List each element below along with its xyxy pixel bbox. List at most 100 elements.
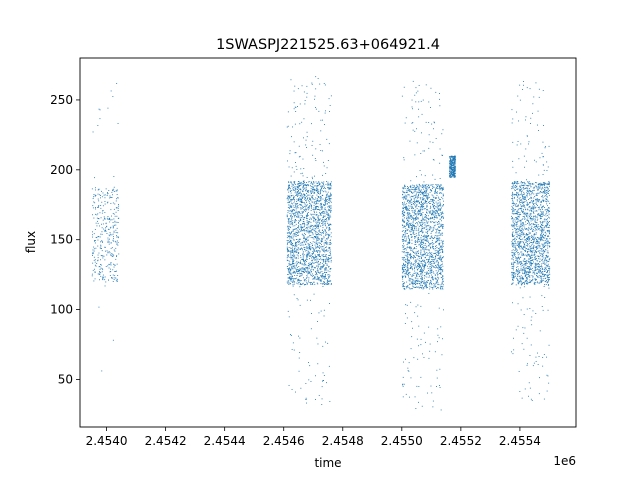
data-point (295, 220, 297, 222)
data-point (405, 208, 407, 210)
data-point (412, 222, 414, 224)
data-point (113, 238, 114, 240)
data-point (319, 268, 321, 270)
data-point (320, 185, 322, 187)
data-point (308, 379, 310, 381)
data-point (525, 119, 526, 121)
data-point (437, 222, 438, 224)
data-point (404, 208, 406, 210)
data-point (420, 246, 421, 247)
data-point (414, 202, 415, 203)
data-point (420, 247, 422, 248)
data-point (321, 211, 323, 213)
data-point (303, 137, 304, 139)
data-point (292, 261, 294, 263)
data-point (297, 195, 298, 197)
data-point (314, 219, 316, 221)
data-point (297, 262, 298, 264)
data-point (415, 260, 417, 262)
data-point (303, 244, 305, 246)
data-point (325, 199, 327, 200)
data-point (454, 164, 455, 166)
data-point (316, 183, 318, 184)
data-point (316, 273, 317, 275)
data-point (422, 192, 423, 194)
data-point (428, 259, 430, 261)
data-point (318, 218, 319, 220)
data-point (450, 164, 452, 166)
data-point (433, 246, 434, 248)
data-point (411, 249, 413, 251)
data-point (317, 264, 319, 266)
data-point (311, 83, 313, 85)
data-point (314, 241, 316, 243)
data-point (432, 184, 434, 185)
data-point (407, 212, 409, 213)
data-point (324, 200, 326, 201)
data-point (452, 174, 454, 176)
data-point (291, 278, 292, 280)
data-point (289, 153, 291, 155)
data-point (407, 208, 409, 210)
data-point (321, 266, 323, 268)
data-point (430, 247, 431, 249)
data-point (302, 241, 304, 243)
data-point (95, 189, 96, 191)
data-point (301, 215, 303, 217)
data-point (426, 276, 428, 278)
data-point (450, 171, 452, 173)
data-point (97, 239, 99, 241)
data-point (108, 190, 110, 191)
data-point (325, 173, 327, 174)
data-point (97, 220, 98, 222)
data-point (288, 231, 290, 233)
data-point (327, 280, 329, 282)
data-point (431, 231, 432, 233)
data-point (304, 261, 306, 263)
data-point (300, 183, 302, 184)
data-point (288, 206, 290, 208)
data-point (323, 217, 324, 218)
data-point (420, 191, 421, 193)
data-point (420, 190, 421, 192)
data-point (436, 235, 438, 237)
data-point (418, 268, 420, 270)
data-point (434, 122, 435, 124)
data-point (300, 257, 302, 259)
data-point (426, 236, 428, 238)
data-point (441, 257, 443, 259)
data-point (95, 213, 96, 215)
data-point (420, 275, 422, 277)
data-point (426, 246, 428, 248)
data-point (307, 250, 309, 252)
data-point (422, 228, 423, 229)
data-point (519, 278, 521, 280)
data-point (294, 245, 296, 247)
data-point (287, 228, 289, 230)
data-point (428, 293, 430, 294)
data-point (309, 252, 311, 254)
data-point (325, 232, 327, 234)
data-point (299, 184, 301, 186)
data-point (429, 282, 431, 284)
data-point (293, 196, 295, 198)
data-point (528, 191, 530, 192)
data-point (452, 164, 454, 166)
data-point (426, 272, 428, 274)
data-point (110, 264, 112, 266)
data-point (102, 269, 104, 271)
data-point (288, 218, 289, 220)
data-point (310, 187, 312, 189)
data-point (326, 281, 328, 283)
data-point (408, 189, 410, 191)
data-point (326, 249, 328, 251)
data-point (299, 238, 301, 240)
data-point (409, 200, 411, 202)
data-point (406, 270, 408, 272)
data-point (430, 282, 432, 284)
data-point (407, 194, 409, 196)
data-point (402, 234, 404, 235)
data-point (328, 219, 330, 221)
data-point (319, 83, 321, 85)
data-point (296, 239, 298, 240)
